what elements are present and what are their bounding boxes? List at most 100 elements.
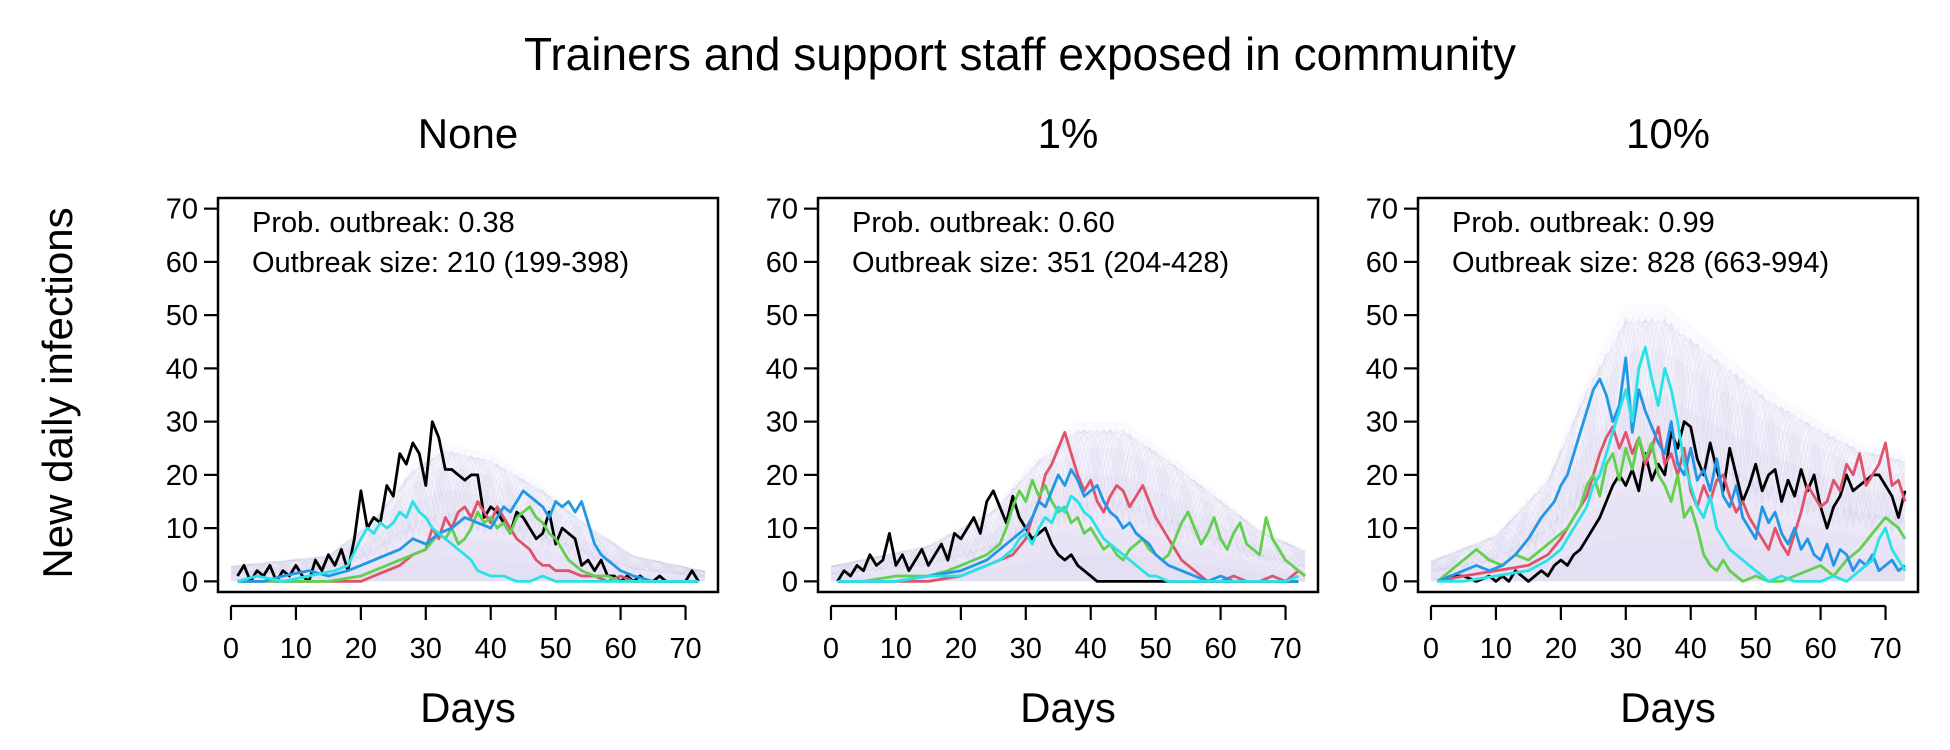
plot-frame [1416,196,1920,594]
simulation-trajectory [830,429,1306,574]
series-line-4 [837,468,1299,583]
y-tick-label: 60 [1366,247,1398,279]
series-group [836,430,1306,583]
simulation-trajectory [1430,319,1906,573]
series-line-4 [237,489,699,583]
series-line-1 [836,489,1299,583]
x-tick-label: 20 [1545,633,1577,665]
y-tick-label: 70 [766,194,798,226]
x-axis: 0 10 20 30 40 50 60 70 [1423,604,1902,665]
panel-title: None [418,110,518,157]
series-line-3 [837,478,1306,583]
y-tick-label: 0 [782,566,798,598]
simulation-trajectory [1430,318,1906,570]
plot-frame [816,196,1320,594]
x-axis-label: Days [1620,684,1716,731]
simulation-trajectory [830,429,1306,575]
x-axis-label: Days [420,684,516,731]
simulation-band-layer [1431,442,1905,582]
series-line-2 [1437,425,1907,583]
annotation-prob-outbreak: Prob. outbreak: 0.60 [852,207,1115,239]
y-axis: 0 10 20 30 40 50 60 70 [1366,194,1418,598]
simulation-band-layer [1431,396,1905,582]
x-tick-label: 20 [945,633,977,665]
y-tick-label: 60 [766,247,798,279]
y-tick-label: 40 [1366,353,1398,385]
y-tick-label: 20 [1366,460,1398,492]
series-group [236,420,700,583]
simulation-trajectory [1430,319,1906,569]
x-tick-label: 40 [1075,633,1107,665]
y-tick-label: 40 [766,353,798,385]
series-line-3 [1436,436,1907,583]
simulation-trajectory [230,453,706,577]
y-tick-label: 10 [166,513,198,545]
figure-title: Trainers and support staff exposed in co… [524,28,1516,80]
simulation-band-layer [831,501,1305,582]
x-axis: 0 10 20 30 40 50 60 70 [223,604,702,665]
panel-1: None 0 10 20 30 40 50 60 70 0 10 20 30 40 50 60 70 Days Pr… [166,110,720,731]
y-axis: 0 10 20 30 40 50 60 70 [166,194,218,598]
y-tick-label: 30 [766,407,798,439]
simulation-trajectory [1430,317,1906,569]
panel-title: 10% [1626,110,1710,157]
simulation-trajectory [230,450,706,578]
simulation-trajectory [230,457,706,577]
simulation-trajectory [830,428,1306,576]
y-tick-label: 10 [766,513,798,545]
simulation-trajectory [830,428,1306,573]
x-tick-label: 10 [280,633,312,665]
y-tick-label: 20 [766,460,798,492]
simulation-trajectory [830,429,1306,575]
x-tick-label: 40 [475,633,507,665]
plot-frame [216,196,720,594]
y-tick-label: 60 [166,247,198,279]
simulation-trajectory [230,456,706,576]
simulation-trajectory [830,428,1306,574]
y-tick-label: 50 [166,300,198,332]
simulation-trajectory [230,450,706,577]
panel-2: 1% 0 10 20 30 40 50 60 70 0 10 20 30 40 50 60 70 Days Prob… [766,110,1320,731]
simulation-trajectory [230,453,706,579]
series-line-4 [1436,356,1906,583]
y-tick-label: 50 [766,300,798,332]
annotation-outbreak-size: Outbreak size: 828 (663-994) [1452,247,1829,279]
annotation-prob-outbreak: Prob. outbreak: 0.38 [252,207,515,239]
x-axis: 0 10 20 30 40 50 60 70 [823,604,1302,665]
simulation-trajectory [830,428,1306,575]
y-tick-label: 10 [1366,513,1398,545]
annotation-prob-outbreak: Prob. outbreak: 0.99 [1452,207,1715,239]
x-tick-label: 60 [1804,633,1836,665]
annotation-outbreak-size: Outbreak size: 210 (199-398) [252,247,629,279]
x-tick-label: 50 [1140,633,1172,665]
y-tick-label: 70 [166,194,198,226]
y-tick-label: 50 [1366,300,1398,332]
y-tick-label: 0 [182,566,198,598]
simulation-trajectory [230,451,706,578]
series-line-1 [1436,420,1907,583]
x-tick-label: 50 [540,633,572,665]
panels: None 0 10 20 30 40 50 60 70 0 10 20 30 40 50 60 70 Days Pr… [166,110,1920,731]
x-tick-label: 30 [410,633,442,665]
y-tick-label: 70 [1366,194,1398,226]
y-axis-label: New daily infections [34,207,81,578]
simulation-trajectory [1430,321,1906,570]
x-tick-label: 40 [1675,633,1707,665]
simulation-trajectory [230,455,706,575]
x-tick-label: 70 [1269,633,1301,665]
x-tick-label: 30 [1610,633,1642,665]
simulation-band-layer [831,528,1305,582]
x-tick-label: 0 [823,633,839,665]
simulation-trajectory [230,451,706,578]
simulation-band-layer [1431,350,1905,582]
simulation-trajectory [230,450,706,578]
simulation-trajectory [1430,316,1906,569]
simulation-trajectory [230,455,706,577]
simulation-trajectory [1430,317,1906,568]
x-tick-label: 60 [1204,633,1236,665]
simulation-trajectory [230,453,706,575]
simulation-trajectory [230,454,706,576]
y-axis: 0 10 20 30 40 50 60 70 [766,194,818,598]
y-tick-label: 20 [166,460,198,492]
